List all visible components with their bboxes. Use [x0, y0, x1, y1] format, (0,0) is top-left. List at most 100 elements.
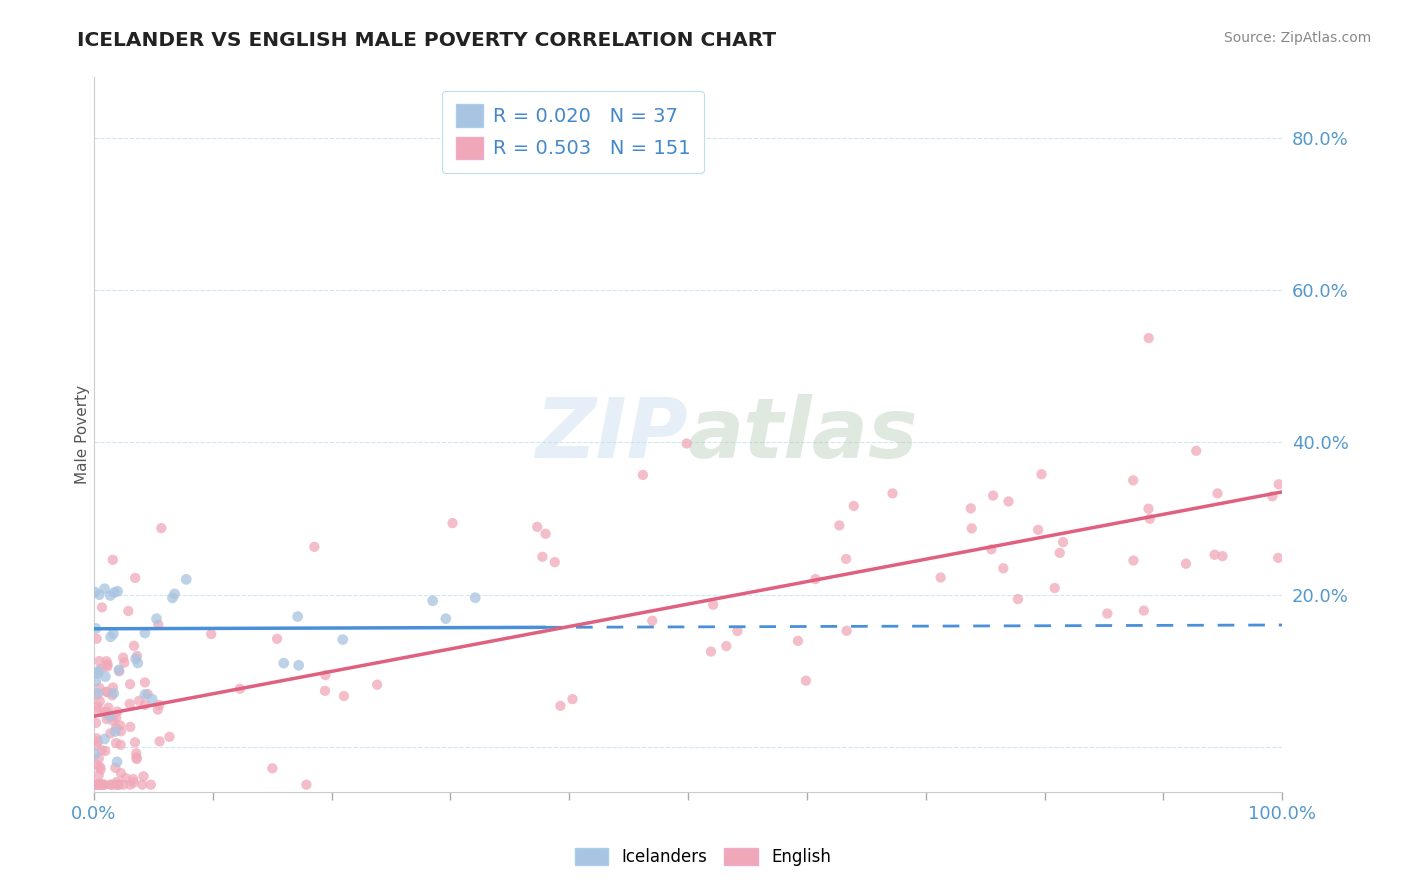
Point: [100, 778, 122, 792]
Point: [87, 686, 110, 700]
Point: [110, 766, 132, 780]
Point: [101, 714, 124, 728]
Point: [89, 760, 111, 774]
Point: [86, 731, 108, 746]
Point: [89, 694, 111, 708]
Point: [295, 778, 318, 792]
Point: [86, 699, 108, 714]
Point: [1133, 604, 1156, 618]
Point: [787, 633, 810, 648]
Point: [132, 769, 155, 783]
Point: [97, 700, 120, 714]
Point: [94, 670, 117, 684]
Legend: R = 0.020   N = 37, R = 0.503   N = 151: R = 0.020 N = 37, R = 0.503 N = 151: [443, 91, 704, 172]
Point: [84, 778, 107, 792]
Point: [366, 678, 388, 692]
Point: [91, 600, 114, 615]
Point: [993, 561, 1015, 575]
Point: [98, 726, 121, 740]
Point: [134, 688, 156, 702]
Point: [86, 734, 108, 748]
Point: [835, 624, 858, 638]
Point: [89, 681, 111, 695]
Point: [96, 685, 118, 699]
Point: [441, 516, 464, 530]
Point: [86, 703, 108, 717]
Point: [675, 436, 697, 450]
Point: [86, 666, 108, 681]
Point: [725, 624, 748, 638]
Point: [84, 778, 107, 792]
Point: [148, 698, 170, 712]
Point: [84, 585, 107, 599]
Point: [90, 778, 112, 792]
Text: ZIP: ZIP: [536, 394, 688, 475]
Point: [90, 763, 112, 777]
Point: [100, 778, 122, 792]
Point: [86, 778, 108, 792]
Point: [835, 552, 858, 566]
Point: [842, 499, 865, 513]
Point: [86, 757, 108, 772]
Point: [120, 720, 142, 734]
Point: [96, 712, 118, 726]
Point: [112, 656, 135, 670]
Point: [110, 724, 132, 739]
Point: [136, 687, 159, 701]
Point: [96, 685, 118, 699]
Point: [91, 778, 114, 792]
Point: [314, 668, 336, 682]
Point: [146, 703, 169, 717]
Point: [229, 681, 252, 696]
Point: [105, 775, 128, 789]
Point: [314, 683, 336, 698]
Point: [105, 705, 128, 719]
Point: [1043, 581, 1066, 595]
Point: [1267, 477, 1289, 491]
Point: [108, 718, 131, 732]
Point: [87, 768, 110, 782]
Point: [266, 632, 288, 646]
Point: [86, 689, 108, 703]
Point: [150, 521, 173, 535]
Point: [273, 656, 295, 670]
Point: [117, 604, 139, 618]
Point: [960, 521, 983, 535]
Point: [93, 778, 115, 792]
Point: [700, 644, 723, 658]
Point: [84, 715, 107, 730]
Point: [87, 664, 110, 678]
Text: atlas: atlas: [688, 394, 918, 475]
Point: [112, 778, 135, 792]
Point: [104, 724, 127, 739]
Point: [159, 730, 181, 744]
Point: [134, 675, 156, 690]
Y-axis label: Male Poverty: Male Poverty: [76, 385, 90, 484]
Point: [112, 650, 135, 665]
Point: [93, 732, 115, 747]
Point: [332, 632, 354, 647]
Point: [1204, 548, 1226, 562]
Point: [464, 591, 486, 605]
Point: [89, 654, 111, 668]
Point: [89, 588, 111, 602]
Point: [125, 746, 148, 760]
Point: [105, 755, 128, 769]
Point: [997, 494, 1019, 508]
Point: [103, 585, 125, 599]
Point: [174, 573, 197, 587]
Point: [125, 750, 148, 764]
Point: [120, 778, 142, 792]
Point: [96, 659, 118, 673]
Point: [84, 674, 107, 689]
Point: [981, 489, 1004, 503]
Point: [105, 711, 128, 725]
Point: [124, 571, 146, 585]
Text: Source: ZipAtlas.com: Source: ZipAtlas.com: [1223, 31, 1371, 45]
Point: [287, 658, 309, 673]
Point: [90, 662, 112, 676]
Point: [100, 630, 122, 644]
Point: [107, 778, 129, 792]
Point: [103, 686, 125, 700]
Point: [87, 751, 110, 765]
